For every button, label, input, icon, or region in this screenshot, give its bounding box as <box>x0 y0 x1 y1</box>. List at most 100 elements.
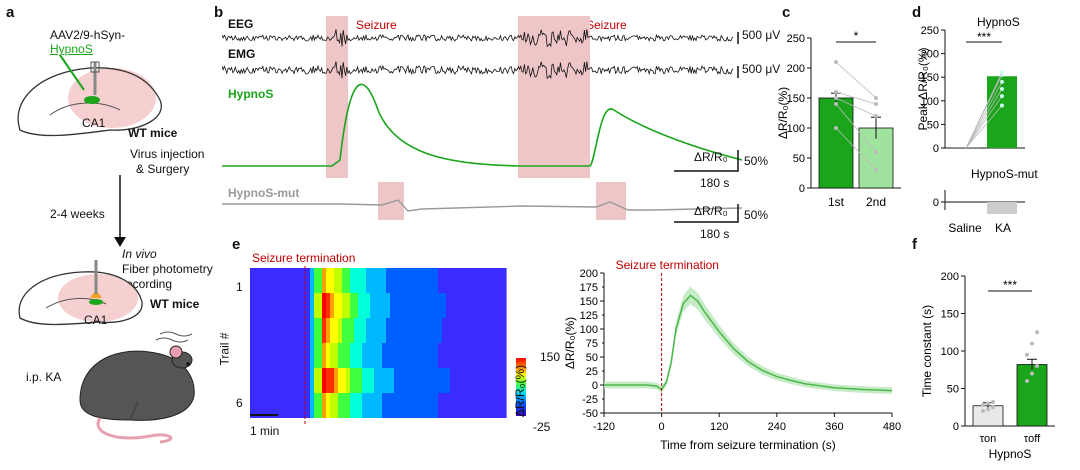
heatmap-cell <box>262 393 267 418</box>
heatmap-cell <box>302 368 307 393</box>
heatmap-cell <box>334 318 339 343</box>
heatmap-cell <box>338 343 343 368</box>
heatmap-cell <box>426 393 431 418</box>
f-x-label-0: τon <box>980 433 997 445</box>
heatmap-cell <box>282 268 287 293</box>
heatmap-cell <box>394 368 399 393</box>
c-y-tick-label: 100 <box>787 123 805 135</box>
heatmap-cell <box>498 293 503 318</box>
heatmap-cell <box>482 293 487 318</box>
heatmap-cell <box>454 343 459 368</box>
panel-d-chart: 0 50 100 150 200 250 HypnoS*** Peak ΔR/R₀(%) Hyp… <box>916 15 1038 235</box>
c-y-tick-label: 200 <box>787 63 805 75</box>
heatmap-cell <box>378 393 383 418</box>
virus-hypnos-label: HypnoS <box>50 42 93 56</box>
c-point-2nd <box>874 96 878 100</box>
heatmap-cell <box>410 293 415 318</box>
heatmap-cell <box>394 343 399 368</box>
f-point <box>981 409 985 413</box>
heatmap-cell <box>382 343 387 368</box>
c-point-2nd <box>874 168 878 172</box>
e-y-label: ΔR/R₀(%) <box>563 317 577 369</box>
e-y-tick-label: 150 <box>580 296 598 308</box>
hypnos-mut-time-label: 180 s <box>700 227 730 241</box>
heatmap-cell <box>410 343 415 368</box>
heatmap-cell <box>426 318 431 343</box>
heatmap-cell <box>402 293 407 318</box>
f-point <box>981 403 985 407</box>
heatmap-cell <box>470 343 475 368</box>
heatmap-cell <box>378 268 383 293</box>
heatmap-cell <box>294 318 299 343</box>
panel-c-chart: 0 50 100 150 200 250 1st 2nd * ΔR/R₀(%) <box>776 29 901 209</box>
heatmap-cell <box>306 393 311 418</box>
heatmap-cell <box>382 393 387 418</box>
heatmap-cell <box>338 293 343 318</box>
heatmap-cell <box>278 293 283 318</box>
heatmap-cell <box>410 393 415 418</box>
panel-e-line-chart: -50 -25 0 25 50 75 100 125 150 175 200 -120 0 120 240 3… <box>563 258 901 452</box>
heatmap-cell <box>282 343 287 368</box>
heatmap-cell <box>486 318 491 343</box>
heatmap-cell <box>402 343 407 368</box>
heatmap-cell <box>314 368 319 393</box>
heatmap-cell <box>274 318 279 343</box>
f-y-tick-label: 50 <box>947 384 959 396</box>
heatmap-cell <box>470 268 475 293</box>
d-top-y-tick-label: 150 <box>921 72 939 84</box>
ca1-label-top: CA1 <box>82 116 106 130</box>
c-y-tick-label: 250 <box>787 33 805 45</box>
f-point <box>1030 341 1034 346</box>
heatmap-cell <box>418 393 423 418</box>
heatmap-cell <box>450 293 455 318</box>
heatmap-cell <box>326 368 331 393</box>
heatmap-cell <box>342 293 347 318</box>
heatmap-cell <box>498 343 503 368</box>
heatmap-cell <box>330 293 335 318</box>
f-y-tick-label: 200 <box>941 271 959 283</box>
e-sem-band <box>604 286 892 394</box>
heatmap-cell <box>458 368 463 393</box>
heatmap-cell <box>266 343 271 368</box>
heatmap-cell <box>494 268 499 293</box>
heatmap-cell <box>434 293 439 318</box>
heatmap-cell <box>406 268 411 293</box>
heatmap-cell <box>466 293 471 318</box>
heatmap-cell <box>494 343 499 368</box>
heatmap-cell <box>394 318 399 343</box>
heatmap-cell <box>418 368 423 393</box>
heatmap-cell <box>274 393 279 418</box>
heatmap-cell <box>346 268 351 293</box>
heatmap-cell <box>418 343 423 368</box>
heatmap-cell <box>366 268 371 293</box>
heatmap-cell <box>286 368 291 393</box>
heatmap-cell <box>318 393 323 418</box>
heatmap-cell <box>302 268 307 293</box>
heatmap-cell <box>302 293 307 318</box>
heatmap-cell <box>294 393 299 418</box>
heatmap-cell <box>258 368 263 393</box>
heatmap-cell <box>398 393 403 418</box>
d-bottom-x-label-saline: Saline <box>948 221 982 235</box>
e-x-tick-label: 480 <box>883 421 901 433</box>
heatmap-cell <box>378 293 383 318</box>
d-bottom-x-label-ka: KA <box>995 221 1011 235</box>
e-y-tick-label: 175 <box>580 282 598 294</box>
heatmap-cell <box>422 268 427 293</box>
brain-top-illustration <box>17 54 162 137</box>
heatmap-cell <box>326 393 331 418</box>
heatmap-cell <box>302 393 307 418</box>
heatmap-cell <box>498 268 503 293</box>
heatmap-cell <box>330 393 335 418</box>
heatmap-cell <box>346 318 351 343</box>
heatmap-cell <box>298 393 303 418</box>
seizure-label-2: Seizure <box>586 18 627 32</box>
heatmap-cell <box>458 318 463 343</box>
heatmap-cell <box>266 393 271 418</box>
heatmap-cell <box>250 393 255 418</box>
heatmap-cell <box>386 268 391 293</box>
heatmap-cell <box>458 343 463 368</box>
heatmap-cell <box>342 368 347 393</box>
heatmap-cell <box>262 368 267 393</box>
heatmap-cell <box>370 343 375 368</box>
